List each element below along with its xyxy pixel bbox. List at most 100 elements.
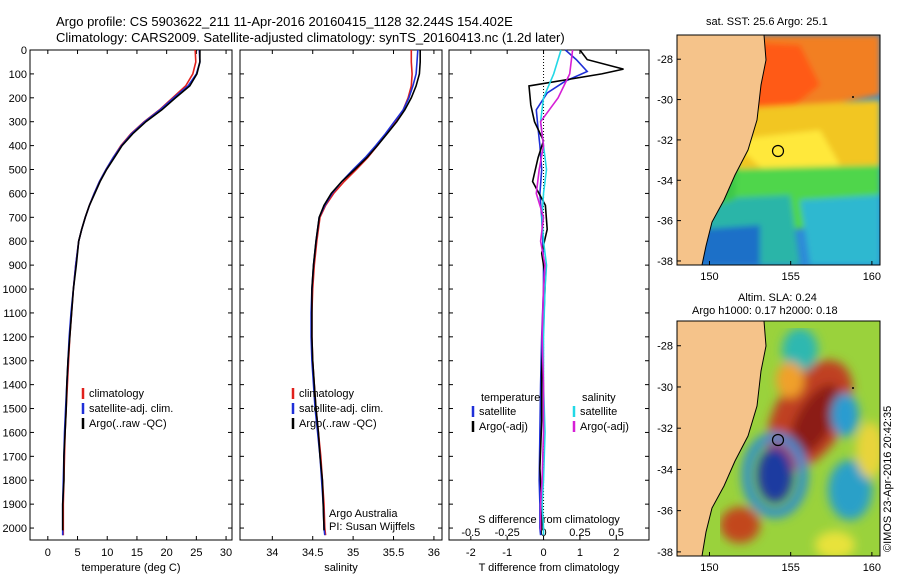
sla-map-title-line1: Altim. SLA: 0.24 (738, 292, 817, 304)
y-tick-label: 1800 (3, 475, 27, 487)
sla-map-title-line2: Argo h1000: 0.17 h2000: 0.18 (692, 305, 838, 317)
y-tick-label: 800 (9, 236, 27, 248)
map-x-tick-label: 155 (782, 271, 800, 283)
legend-label: satellite (580, 406, 617, 418)
map-y-tick-label: -30 (657, 95, 673, 107)
series-line-2 (539, 49, 562, 536)
map-y-tick-label: -36 (657, 216, 673, 228)
y-tick-label: 900 (9, 260, 27, 272)
sst-map (677, 35, 880, 265)
map-axes-1: 150 155 160 -28 -30 -32 -34 -36 -38 (657, 341, 881, 574)
sla-argo-position-marker (771, 433, 785, 447)
panel-annotation: Argo Australia (329, 508, 398, 520)
panel-frame (29, 49, 233, 541)
x-tick-label: 34 (266, 547, 278, 559)
map-y-tick-label: -38 (657, 256, 673, 268)
x-tick-label: 35.5 (383, 547, 404, 559)
panel-frame (239, 49, 443, 541)
y-tick-label: 1700 (3, 451, 27, 463)
map-y-tick-label: -38 (657, 547, 673, 559)
y-tick-label: 300 (9, 117, 27, 129)
y-tick-label: 1100 (3, 308, 27, 320)
y-tick-label: 1900 (3, 499, 27, 511)
series-line-3 (535, 49, 574, 531)
map-y-tick-label: -30 (657, 382, 673, 394)
y-tick-label: 600 (9, 188, 27, 200)
map-y-tick-label: -36 (657, 506, 673, 518)
map-x-tick-label: 155 (782, 562, 800, 574)
x-tick-label: 0 (45, 547, 51, 559)
legend-label: satellite (479, 406, 516, 418)
sst-australia-land (677, 35, 767, 265)
x-tick-label: 20 (161, 547, 173, 559)
sla-map-frame (676, 320, 881, 557)
sst-map-title: sat. SST: 25.6 Argo: 25.1 (706, 16, 828, 28)
sla-field (720, 328, 880, 556)
legend-label: climatology (89, 388, 145, 400)
x-tick-label: 10 (101, 547, 113, 559)
y-tick-label: 700 (9, 212, 27, 224)
y-tick-label: 0 (21, 45, 27, 57)
x-tick-label: 15 (131, 547, 143, 559)
y-tick-label: 1600 (3, 427, 27, 439)
map-x-tick-label: 160 (863, 562, 881, 574)
legend-label: climatology (299, 388, 355, 400)
legend-label: Argo(..raw -QC) (89, 418, 167, 430)
x-axis-label: temperature (deg C) (81, 562, 180, 574)
sla-map (677, 321, 880, 556)
map-x-tick-label: 150 (700, 562, 718, 574)
legend-label: Argo(-adj) (580, 421, 629, 433)
panel-annotation: PI: Susan Wijffels (329, 521, 415, 533)
y-tick-label: 100 (9, 69, 27, 81)
s-axis-label: S difference from climatology (478, 514, 620, 526)
s-tick-label: 0.25 (569, 527, 590, 539)
series-line-2 (311, 50, 421, 531)
x-tick-label: 35 (347, 547, 359, 559)
y-tick-label: 500 (9, 165, 27, 177)
map-y-tick-label: -34 (657, 175, 673, 187)
x-tick-label: 0 (540, 547, 546, 559)
y-tick-label: 1500 (3, 404, 27, 416)
y-tick-label: 2000 (3, 523, 27, 535)
s-tick-label: -0.25 (495, 527, 520, 539)
x-tick-label: 2 (613, 547, 619, 559)
legend-label: satellite-adj. clim. (89, 403, 173, 415)
legend-label: Argo(..raw -QC) (299, 418, 377, 430)
map-y-tick-label: -32 (657, 135, 673, 147)
sst-argo-position-marker (771, 144, 785, 158)
x-tick-label: 1 (577, 547, 583, 559)
map-x-tick-label: 150 (700, 271, 718, 283)
y-tick-label: 400 (9, 141, 27, 153)
y-tick-label: 1300 (3, 356, 27, 368)
series-line-2 (61, 50, 201, 531)
x-axis-label: salinity (324, 562, 358, 574)
sst-island-dot (852, 96, 854, 98)
map-axes-0: 150 155 160 -28 -30 -32 -34 -36 -38 (657, 54, 881, 283)
s-tick-label: -0.5 (461, 527, 480, 539)
profile-panel-1: 34 34.5 35 35.5 36 salinity climatology satelli… (239, 49, 443, 574)
x-tick-label: 25 (190, 547, 202, 559)
s-tick-label: 0.5 (609, 527, 624, 539)
map-y-tick-label: -28 (657, 54, 673, 66)
sla-australia-land (677, 321, 767, 556)
y-tick-label: 1000 (3, 284, 27, 296)
sst-map-frame (676, 34, 881, 266)
profile-panels: 0100200300400500600700800900100011001200… (3, 45, 650, 574)
legend-label: Argo(-adj) (479, 421, 528, 433)
x-tick-label: -1 (502, 547, 512, 559)
series-line-1 (528, 49, 624, 531)
x-tick-label: -2 (466, 547, 476, 559)
legend-heading: salinity (582, 392, 616, 404)
sla-island-dot (852, 387, 854, 389)
x-tick-label: 5 (74, 547, 80, 559)
map-y-tick-label: -28 (657, 341, 673, 353)
y-tick-label: 200 (9, 93, 27, 105)
map-x-tick-label: 160 (863, 271, 881, 283)
x-axis-label: T difference from climatology (479, 562, 620, 574)
profile-panel-2: -2 -1 0 1 2 T difference from climatology -0.5… (448, 49, 650, 574)
panel-frame (448, 49, 650, 541)
map-panels: 150 155 160 -28 -30 -32 -34 -36 -38 150 155 160 -28 -… (657, 34, 881, 574)
map-y-tick-label: -34 (657, 464, 673, 476)
map-y-tick-label: -32 (657, 423, 673, 435)
